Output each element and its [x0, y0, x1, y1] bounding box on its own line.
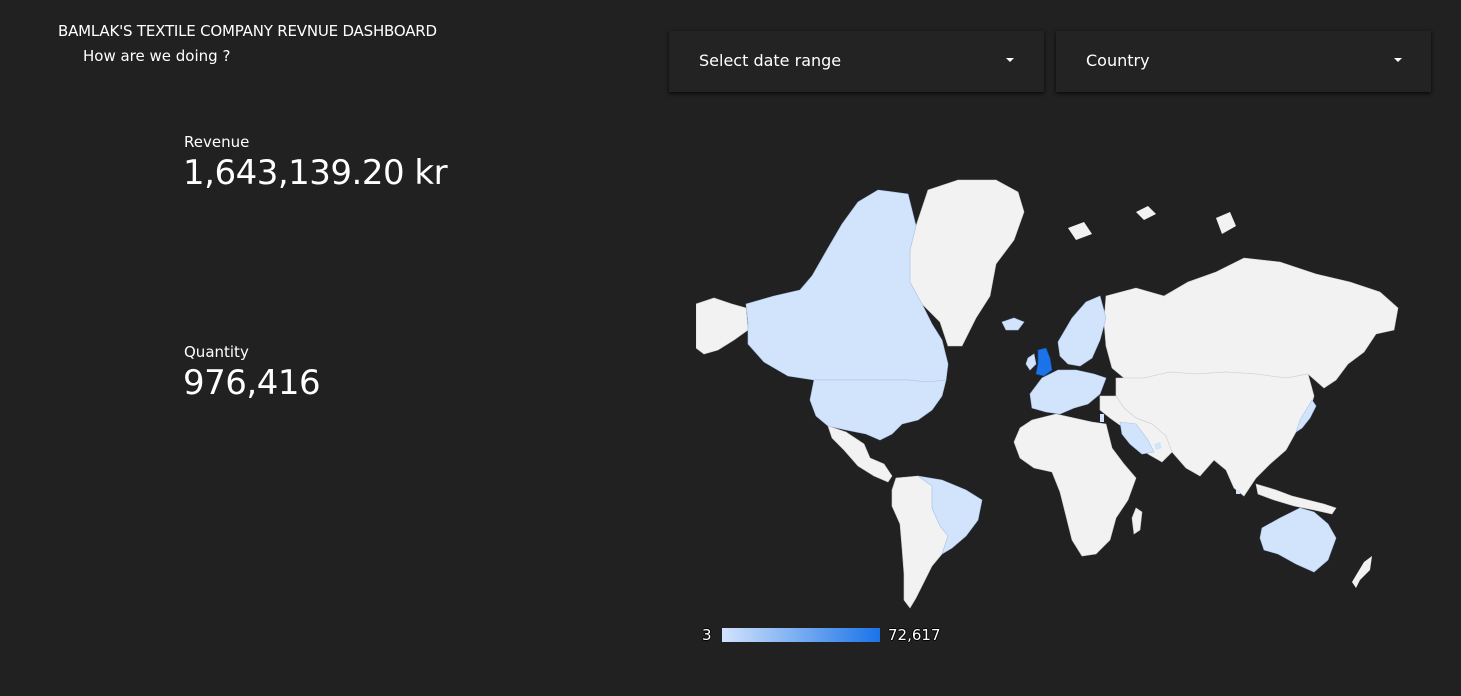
map-region-new-zealand[interactable]: [1352, 556, 1372, 588]
map-region-madagascar[interactable]: [1131, 507, 1143, 535]
legend-max: 72,617: [888, 626, 941, 644]
dashboard-title: BAMLAK'S TEXTILE COMPANY REVNUE DASHBOAR…: [58, 22, 437, 40]
map-region-saudi-arabia[interactable]: [1119, 421, 1155, 455]
revenue-value: 1,643,139.20 kr: [183, 153, 448, 193]
chevron-down-icon: [1006, 58, 1014, 62]
map-region-svalbard[interactable]: [1136, 206, 1156, 220]
map-region-africa[interactable]: [1013, 413, 1137, 557]
quantity-value: 976,416: [183, 363, 321, 403]
country-label: Country: [1086, 51, 1150, 70]
map-region-novaya-zemlya[interactable]: [1216, 212, 1236, 234]
map-region-brazil[interactable]: [917, 475, 983, 555]
world-map[interactable]: [696, 178, 1400, 614]
date-range-label: Select date range: [699, 51, 842, 70]
country-filter[interactable]: Country: [1056, 31, 1431, 92]
map-region-united-kingdom[interactable]: [1035, 347, 1053, 377]
map-region-australia[interactable]: [1259, 507, 1337, 573]
legend-gradient: [722, 628, 880, 642]
legend-min: 3: [702, 626, 712, 644]
map-region-alaska[interactable]: [696, 297, 749, 355]
map-region-russia[interactable]: [1103, 257, 1399, 389]
map-region-singapore[interactable]: [1236, 490, 1240, 494]
map-region-japan[interactable]: [1295, 399, 1317, 433]
map-region-canada[interactable]: [745, 189, 949, 383]
map-region-iceland[interactable]: [1001, 317, 1025, 331]
dashboard-subtitle: How are we doing ?: [83, 47, 231, 65]
date-range-filter[interactable]: Select date range: [669, 31, 1044, 92]
map-region-israel[interactable]: [1100, 414, 1104, 422]
legend-gradient-bar: [722, 628, 880, 642]
map-region-uae[interactable]: [1154, 442, 1162, 450]
map-region-arctic-islands[interactable]: [1068, 222, 1092, 240]
map-region-scandinavia[interactable]: [1057, 295, 1107, 367]
map-region-europe[interactable]: [1029, 369, 1107, 415]
map-region-ireland[interactable]: [1025, 353, 1037, 371]
map-region-united-states[interactable]: [809, 379, 947, 441]
map-region-central-america[interactable]: [827, 425, 893, 483]
map-region-indonesia[interactable]: [1255, 483, 1337, 515]
revenue-label: Revenue: [184, 133, 250, 151]
quantity-label: Quantity: [184, 343, 249, 361]
chevron-down-icon: [1394, 58, 1402, 62]
